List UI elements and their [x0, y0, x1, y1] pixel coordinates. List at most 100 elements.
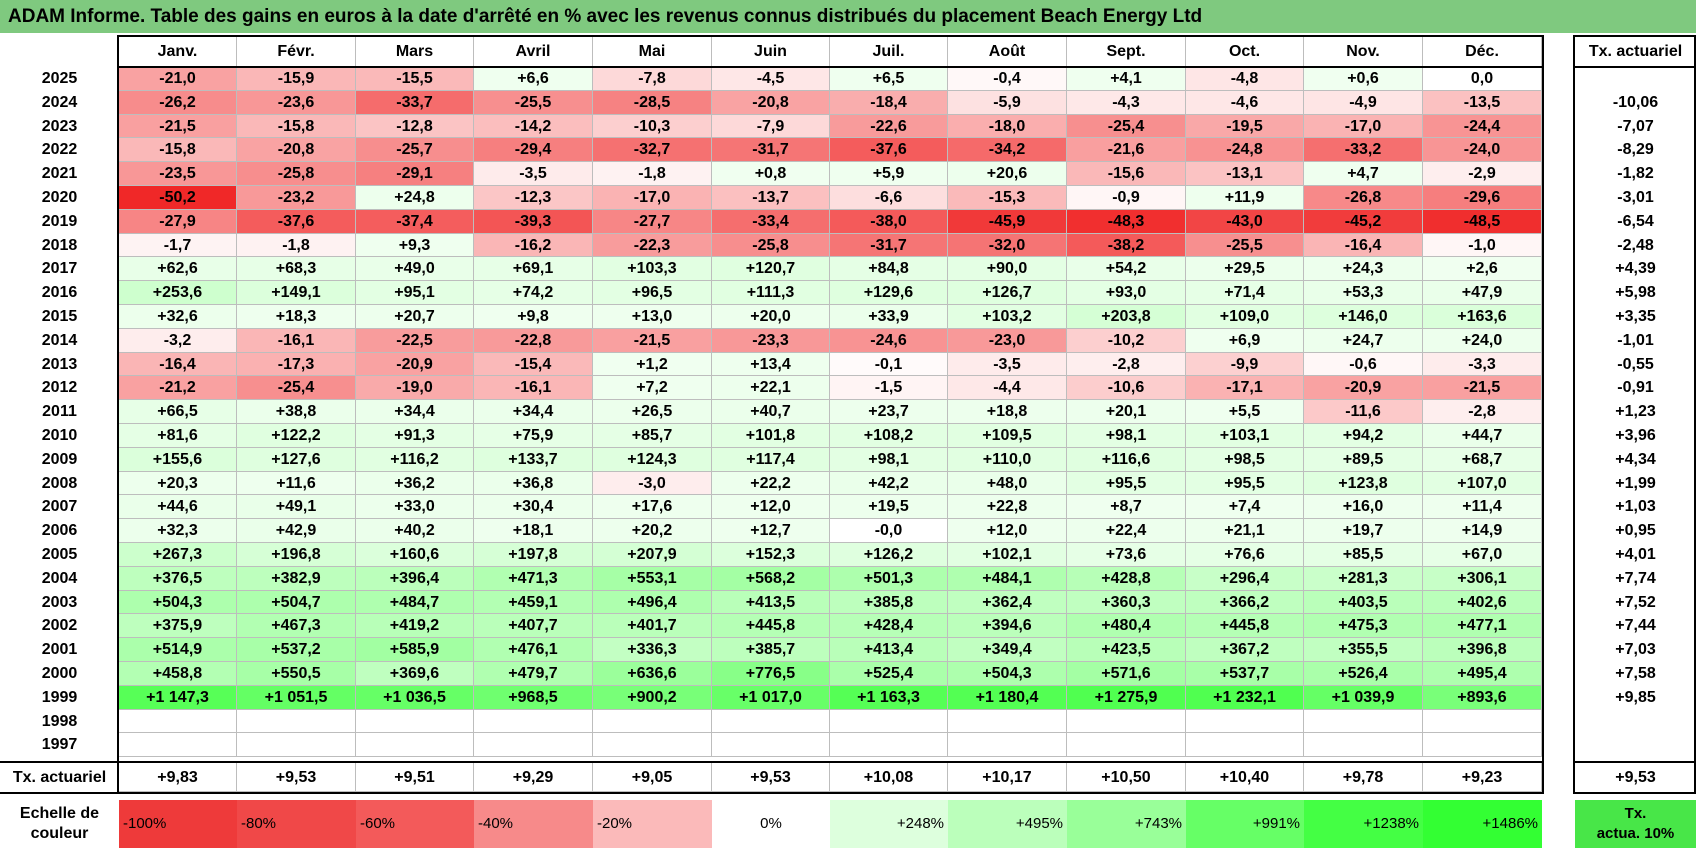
table-cell: -25,5 [474, 90, 593, 115]
table-cell: +514,9 [119, 638, 237, 662]
table-cell: -4,3 [1067, 90, 1186, 115]
table-cell [356, 733, 474, 758]
table-cell: +155,6 [119, 447, 237, 472]
color-scale-cell: +1238% [1304, 800, 1423, 848]
table-cell [237, 733, 356, 758]
table-cell: -23,2 [237, 186, 356, 210]
table-cell: +479,7 [474, 662, 593, 686]
table-cell: -39,3 [474, 209, 593, 234]
table-cell: -1,7 [119, 233, 237, 258]
table-cell: -22,5 [356, 328, 474, 353]
table-cell: -45,2 [1304, 209, 1423, 234]
table-cell: +33,9 [830, 305, 948, 329]
table-cell: -23,0 [948, 328, 1067, 353]
table-cell: -2,8 [1423, 400, 1542, 424]
table-cell: -4,6 [1186, 90, 1304, 115]
table-cell: +152,3 [712, 543, 830, 567]
table-cell: -16,4 [1304, 233, 1423, 258]
table-cell: +526,4 [1304, 662, 1423, 686]
table-cell: +11,4 [1423, 495, 1542, 520]
year-label: 2012 [41, 379, 78, 397]
table-cell: +571,6 [1067, 662, 1186, 686]
table-cell: +253,6 [119, 281, 237, 305]
tx-actuariel-value: +9,85 [1615, 688, 1656, 706]
year-label: 2004 [41, 569, 78, 587]
table-cell: -20,8 [237, 138, 356, 163]
table-cell: +476,1 [474, 638, 593, 662]
table-cell: -0,4 [948, 67, 1067, 91]
year-label: 2020 [41, 189, 78, 206]
table-cell: -10,6 [1067, 376, 1186, 401]
table-cell: +98,1 [830, 447, 948, 472]
table-cell: +120,7 [712, 257, 830, 282]
table-cell: +32,6 [119, 305, 237, 329]
month-header: Août [948, 37, 1067, 67]
color-scale-title-line: couleur [30, 825, 89, 842]
table-cell: +900,2 [593, 685, 712, 710]
table-cell: -48,3 [1067, 209, 1186, 234]
table-cell: +47,9 [1423, 281, 1542, 305]
table-cell: +7,4 [1186, 495, 1304, 520]
table-cell: -21,5 [1423, 376, 1542, 401]
year-label: 2021 [41, 165, 78, 183]
header-separator [117, 66, 1544, 68]
month-header: Juil. [830, 37, 948, 67]
tx-actuariel-value [1575, 733, 1696, 757]
table-cell: +149,1 [237, 281, 356, 305]
table-cell: -15,8 [237, 114, 356, 139]
table-cell: +477,1 [1423, 614, 1542, 639]
table-cell: +12,0 [948, 519, 1067, 543]
table-cell: -14,2 [474, 114, 593, 139]
table-cell: +85,7 [593, 424, 712, 448]
table-cell: +306,1 [1423, 566, 1542, 591]
tx-actuariel-value: +1,23 [1615, 403, 1656, 421]
table-cell: +550,5 [237, 662, 356, 686]
table-cell: -29,1 [356, 162, 474, 186]
tx-actuariel-value: -7,07 [1617, 117, 1654, 135]
year-label: 2010 [41, 427, 78, 444]
color-scale-cell: 0% [712, 800, 830, 848]
table-cell: -16,1 [237, 328, 356, 353]
tx-actuariel-value: +7,03 [1615, 641, 1656, 659]
table-cell: +81,6 [119, 424, 237, 448]
tx-actuariel-value: -1,82 [1617, 165, 1654, 183]
table-cell: -18,0 [948, 114, 1067, 139]
table-cell: +467,3 [237, 614, 356, 639]
table-cell: +419,2 [356, 614, 474, 639]
table-cell: -17,0 [593, 186, 712, 210]
table-cell: +445,8 [1186, 614, 1304, 639]
table-cell: +94,2 [1304, 424, 1423, 448]
table-cell: -16,4 [119, 352, 237, 377]
table-cell: +40,2 [356, 519, 474, 543]
year-label: 2009 [41, 450, 78, 468]
table-cell: +8,7 [1067, 495, 1186, 520]
table-cell: +13,0 [593, 305, 712, 329]
year-label: 2017 [41, 260, 78, 278]
table-cell: -25,4 [1067, 114, 1186, 139]
tx-actuariel-value: -10,06 [1612, 93, 1659, 111]
table-cell: -48,5 [1423, 209, 1542, 234]
table-cell: -12,3 [474, 186, 593, 210]
month-header: Nov. [1304, 37, 1423, 67]
table-cell: +9,8 [474, 305, 593, 329]
table-cell: +22,4 [1067, 519, 1186, 543]
table-cell [948, 709, 1067, 734]
tx-actuariel-value: -6,54 [1617, 212, 1654, 230]
tx-footer-separator [1573, 761, 1696, 763]
table-cell: +369,6 [356, 662, 474, 686]
tx-actuariel-value: -1,01 [1617, 331, 1654, 349]
table-cell: +1 147,3 [119, 685, 237, 710]
table-cell: +107,0 [1423, 471, 1542, 496]
table-cell: -15,9 [237, 67, 356, 91]
year-label: 2024 [41, 93, 78, 111]
table-cell: +0,6 [1304, 67, 1423, 91]
table-cell: +22,2 [712, 471, 830, 496]
table-cell: 0,0 [1423, 67, 1542, 91]
table-cell: +133,7 [474, 447, 593, 472]
month-header: Févr. [237, 37, 356, 67]
table-cell: -17,1 [1186, 376, 1304, 401]
table-cell: -23,6 [237, 90, 356, 115]
tx-actuariel-value: +3,96 [1615, 427, 1656, 444]
table-cell: +1 051,5 [237, 685, 356, 710]
table-cell [1423, 709, 1542, 734]
